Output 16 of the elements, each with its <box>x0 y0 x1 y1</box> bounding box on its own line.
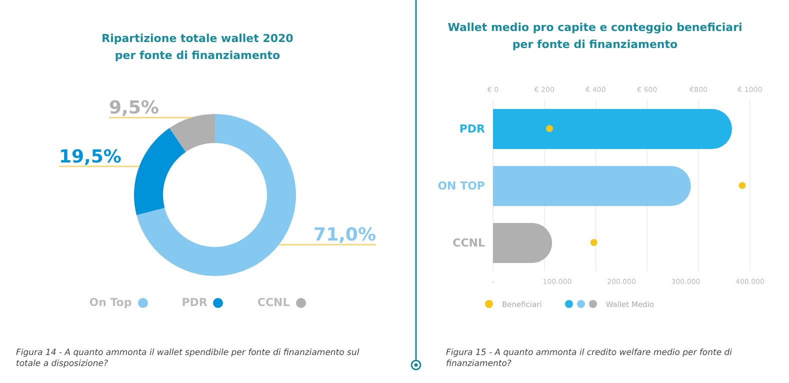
legend-label: CCNL <box>257 296 291 309</box>
data-label: 19,5% <box>59 146 122 168</box>
legend-label: On Top <box>89 296 133 309</box>
donut-slice <box>136 114 296 276</box>
chart-title: Wallet medio pro capite e conteggio beneficiari per fonte di finanziamento <box>446 20 744 53</box>
y-tick-label: PDR <box>459 122 486 136</box>
donut-slice <box>169 114 215 152</box>
y-tick-label: CCNL <box>452 236 485 250</box>
y-tick-label: ON TOP <box>438 180 485 192</box>
donut-slice <box>134 128 186 216</box>
data-label: 71,0% <box>314 224 376 246</box>
text: Figura 14 - A quanto ammonta il wallet spendibile per fonte di finanziamento sul totale a disposizione? <box>16 348 360 370</box>
chart-title: Ripartizione totale wallet 2020 per fonte di finanziamento <box>100 31 294 64</box>
data-label: 9,5% <box>109 98 159 119</box>
text: Figura 15 - A quanto ammonta il credito welfare medio per fonte di finanziamento? <box>446 348 734 370</box>
legend-label: PDR <box>182 296 208 309</box>
